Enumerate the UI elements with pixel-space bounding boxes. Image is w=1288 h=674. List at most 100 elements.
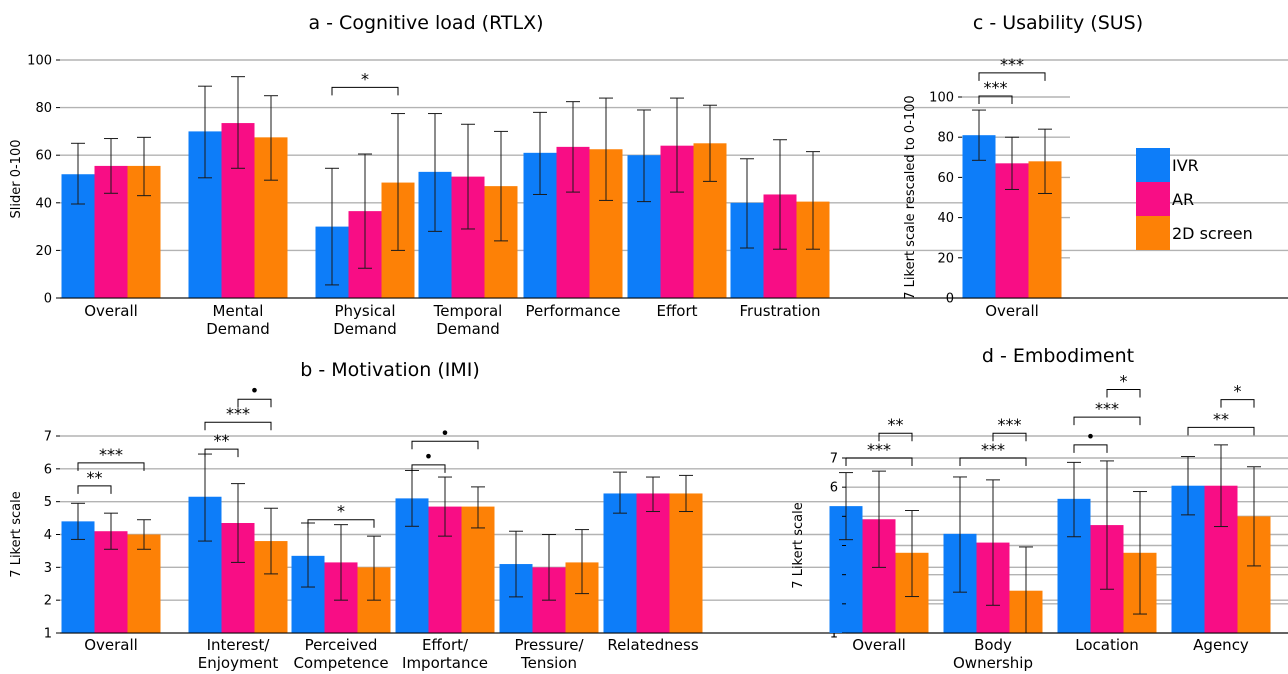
significance-label: *** [867, 440, 891, 459]
y-tick-label: 20 [35, 244, 52, 259]
significance-label: * [337, 502, 345, 521]
category-label: Overall [985, 302, 1039, 320]
category-label: Demand [206, 320, 270, 338]
legend: IVR AR 2D screen [1136, 148, 1253, 250]
category-label: Pressure/ [514, 636, 584, 654]
y-tick-label: 40 [35, 196, 52, 211]
y-tick-label: 60 [35, 149, 52, 164]
category-label: Body [974, 636, 1012, 654]
significance-label: • [440, 423, 449, 442]
bar-ivr [962, 135, 996, 298]
bar-ivr [61, 521, 95, 633]
panel-d-title: d - Embodiment [982, 345, 1134, 367]
panel-c-title: c - Usability (SUS) [973, 12, 1143, 34]
legend-label-2d-screen: 2D screen [1172, 224, 1253, 243]
y-tick-label: 80 [35, 101, 52, 116]
significance-bracket [411, 464, 446, 473]
y-tick-label: 6 [830, 481, 838, 496]
y-tick-label: 60 [937, 171, 954, 186]
significance-bracket [1073, 444, 1108, 453]
significance-label: ** [214, 431, 230, 450]
significance-label: *** [1095, 399, 1119, 418]
significance-label: *** [984, 78, 1008, 97]
y-tick-label: 4 [44, 528, 52, 543]
panel-a-title: a - Cognitive load (RTLX) [308, 12, 543, 34]
significance-label: ** [888, 415, 904, 434]
category-label: Enjoyment [198, 654, 279, 672]
category-label: Perceived [305, 636, 378, 654]
significance-bracket [237, 398, 272, 408]
category-label: Ownership [953, 654, 1033, 672]
y-tick-label: 7 [44, 430, 52, 445]
significance-label: *** [998, 415, 1022, 434]
bar-2d-screen [669, 493, 703, 633]
significance-label: *** [99, 445, 123, 464]
category-label: Tension [520, 654, 577, 672]
y-tick-label: 20 [937, 251, 954, 266]
y-tick-label: 40 [937, 211, 954, 226]
significance-label: • [250, 381, 259, 400]
significance-label: * [1120, 371, 1128, 390]
category-label: Effort [656, 302, 697, 320]
panel-b: 1 2 3 4 5 6 7 7 Likert scale Overall Interest/Enj… [9, 381, 1288, 672]
y-tick-label: 1 [830, 627, 838, 642]
significance-bracket [77, 485, 112, 494]
category-label: Agency [1193, 636, 1249, 654]
legend-label-ivr: IVR [1172, 156, 1199, 175]
significance-label: ** [1213, 409, 1229, 428]
y-axis-label: Slider 0-100 [9, 140, 24, 219]
significance-bracket [978, 95, 1013, 104]
significance-bracket [1220, 399, 1255, 408]
y-tick-label: 100 [27, 54, 52, 69]
significance-label: • [424, 447, 433, 466]
legend-swatch-2d-screen [1136, 216, 1170, 250]
bar-ar [636, 493, 670, 633]
y-axis-label: 7 Likert scale rescaled to 0-100 [903, 95, 918, 299]
significance-bracket [204, 448, 239, 458]
significance-label: • [1086, 427, 1095, 446]
bar-2d-screen [127, 534, 161, 633]
significance-bracket [1187, 426, 1255, 436]
significance-bracket [978, 72, 1046, 81]
category-label: Overall [84, 636, 138, 654]
y-tick-label: 5 [44, 495, 52, 510]
significance-bracket [959, 457, 1027, 466]
significance-bracket [204, 421, 272, 431]
category-label: Temporal [433, 302, 503, 320]
y-tick-label: 7 [830, 452, 838, 467]
y-axis-label: 7 Likert scale [791, 502, 806, 588]
significance-label: *** [226, 404, 250, 423]
significance-bracket [307, 519, 375, 528]
category-label: Overall [852, 636, 906, 654]
legend-swatch-ar [1136, 182, 1170, 216]
significance-bracket [1106, 388, 1141, 398]
bar-ivr [603, 493, 637, 633]
category-label: Importance [402, 654, 488, 672]
category-label: Relatedness [607, 636, 699, 654]
significance-bracket [331, 86, 399, 96]
category-label: Location [1075, 636, 1138, 654]
significance-bracket [992, 432, 1027, 442]
panel-c: 0 20 40 60 80 100 7 Likert scale rescaled to 0… [903, 55, 1070, 320]
significance-bracket [77, 462, 145, 471]
category-label: Overall [84, 302, 138, 320]
significance-label: *** [981, 440, 1005, 459]
y-tick-label: 80 [937, 131, 954, 146]
significance-bracket [1073, 416, 1141, 426]
y-tick-label: 0 [946, 292, 954, 307]
significance-bracket [411, 440, 479, 450]
legend-swatch-ivr [1136, 148, 1170, 182]
category-label: Demand [333, 320, 397, 338]
category-label: Effort/ [422, 636, 469, 654]
y-tick-label: 6 [44, 462, 52, 477]
significance-label: *** [1000, 55, 1024, 74]
significance-label: * [361, 69, 369, 88]
significance-label: ** [87, 468, 103, 487]
y-tick-label: 3 [44, 561, 52, 576]
significance-bracket [878, 432, 913, 442]
category-label: Interest/ [207, 636, 271, 654]
significance-bracket [845, 457, 913, 466]
panel-b-title: b - Motivation (IMI) [300, 359, 480, 381]
